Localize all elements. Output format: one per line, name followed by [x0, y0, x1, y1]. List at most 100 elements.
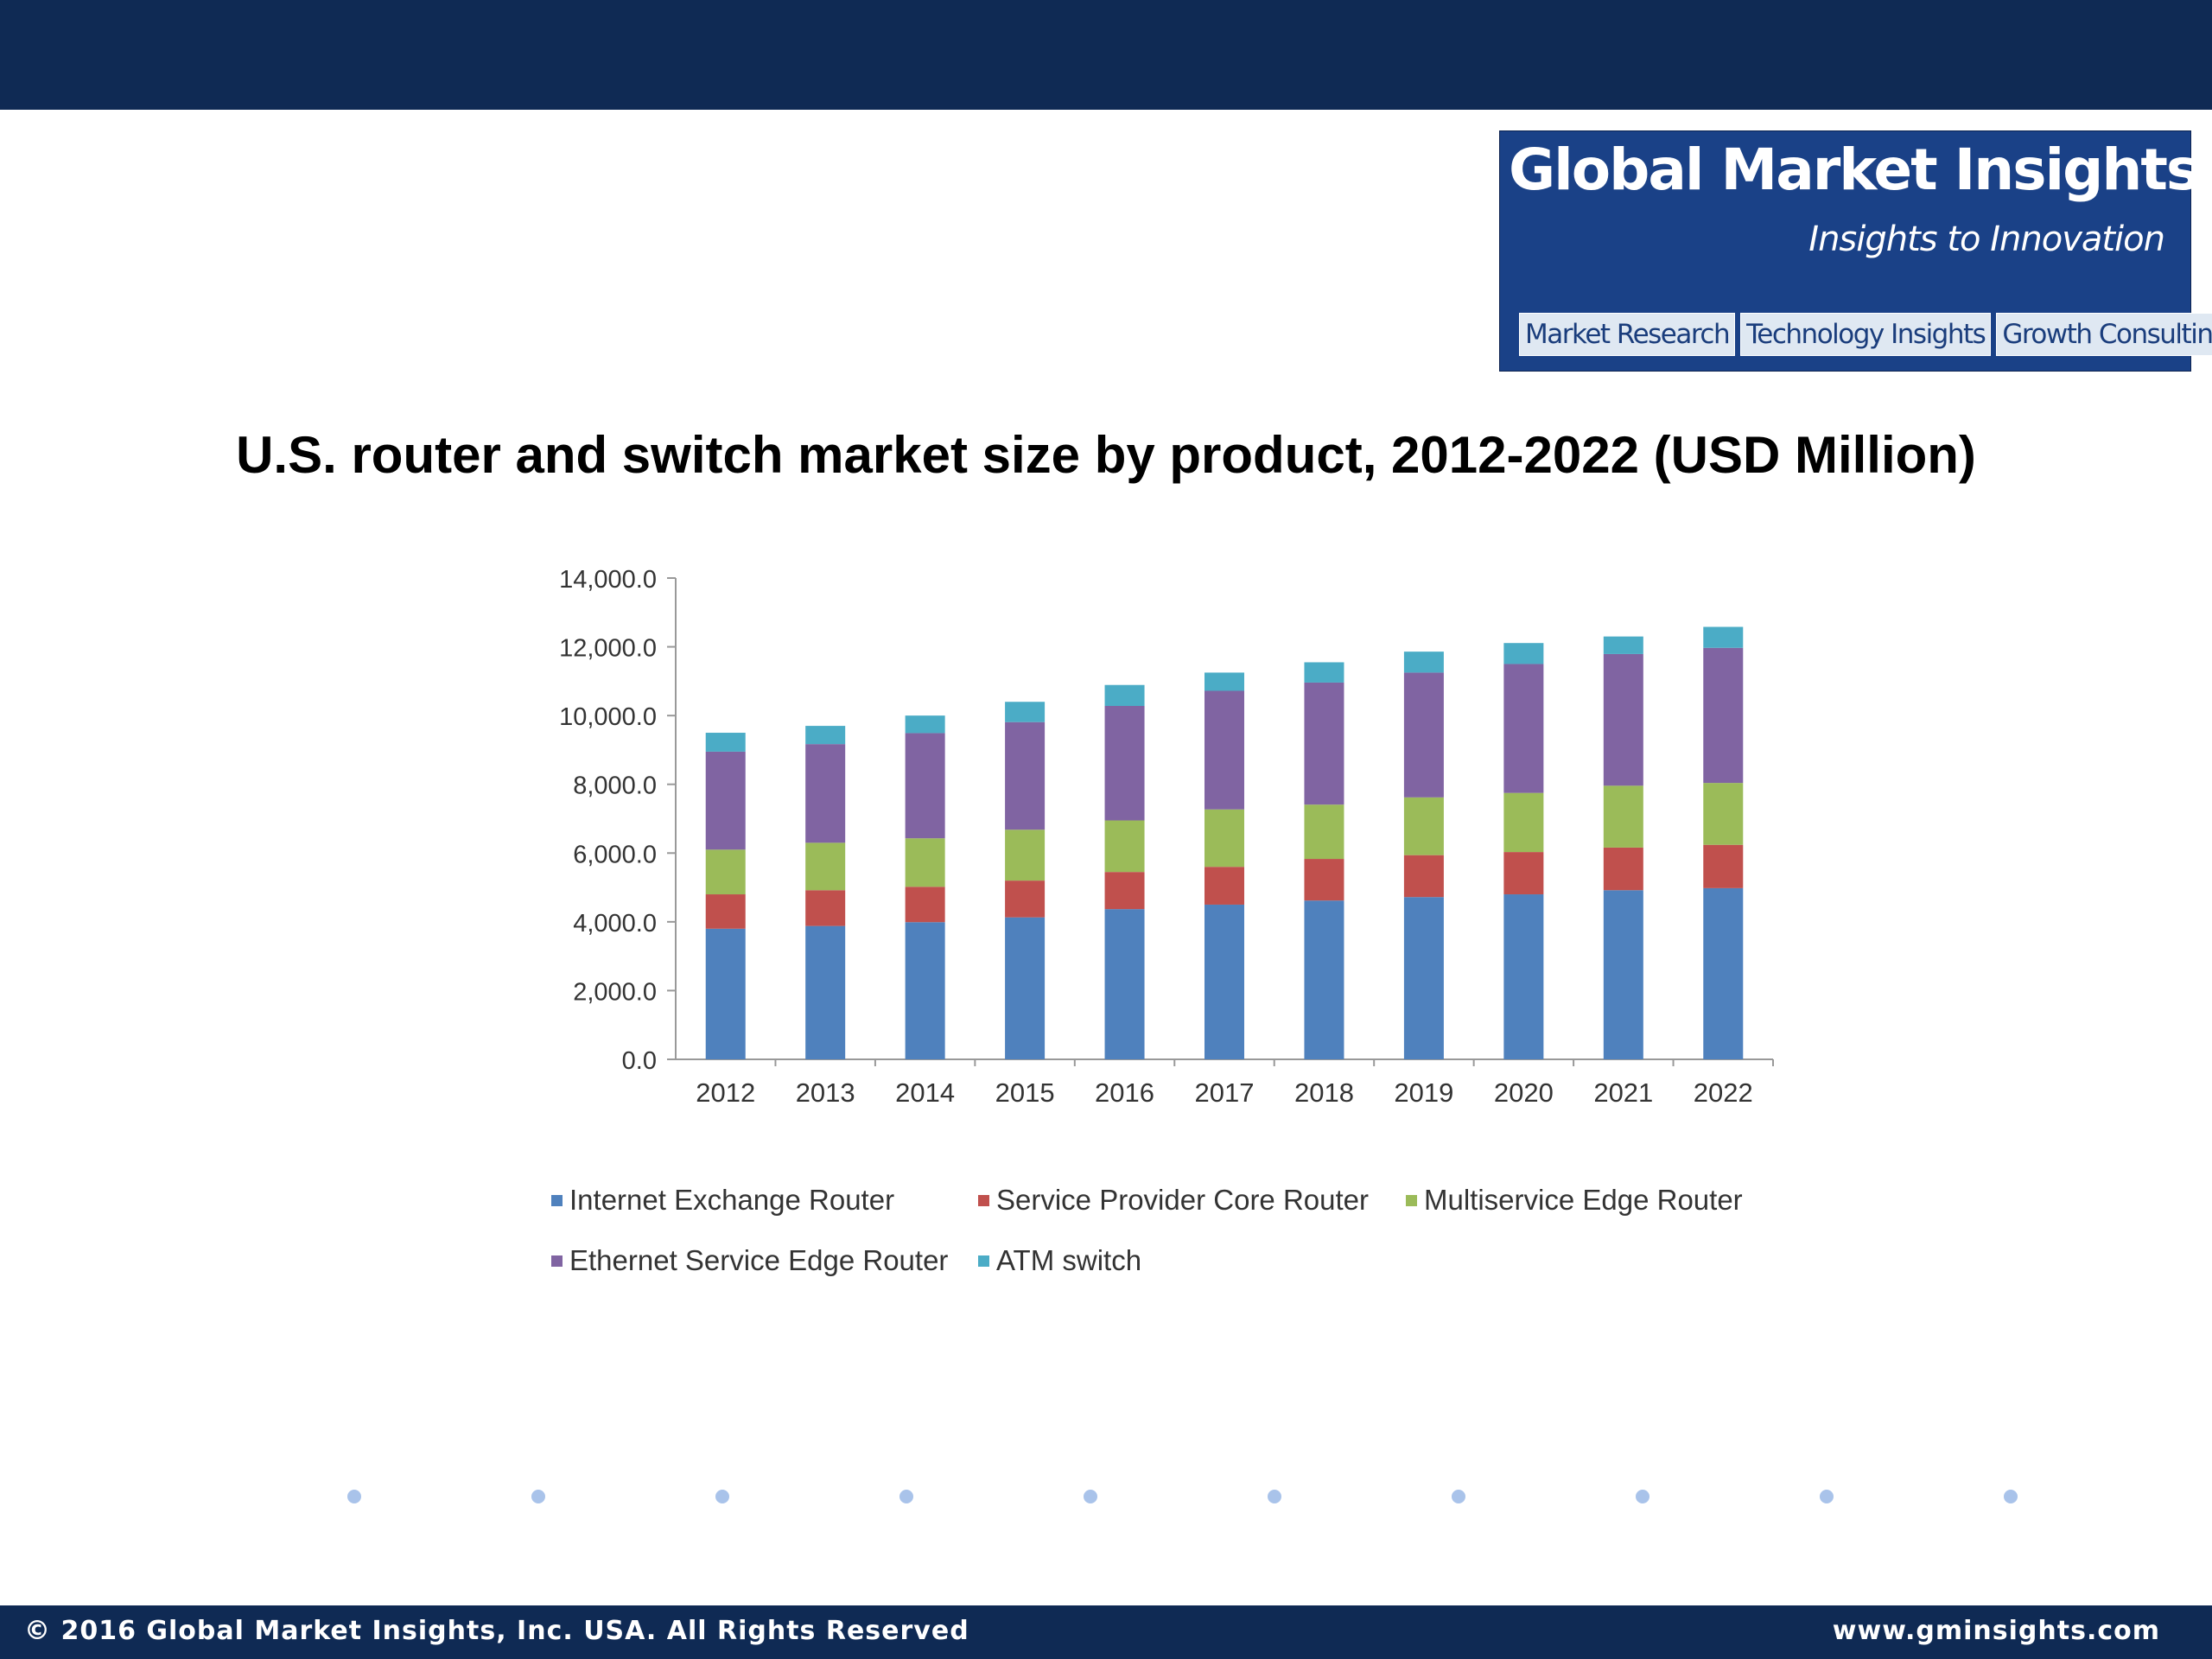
- x-tick-label: 2012: [696, 1077, 755, 1108]
- bar-segment: [1403, 855, 1444, 898]
- bar-segment: [1005, 702, 1046, 722]
- bar-segment: [1005, 830, 1046, 881]
- slide-decoration-dots: [0, 1490, 2212, 1507]
- decoration-dot: [531, 1490, 545, 1503]
- bar-segment: [705, 894, 746, 929]
- legend-swatch: [978, 1194, 989, 1206]
- bar-segment: [805, 744, 846, 843]
- x-tick-label: 2021: [1593, 1077, 1653, 1108]
- footer-bar: © 2016 Global Market Insights, Inc. USA.…: [0, 1605, 2212, 1659]
- bar-segment: [905, 733, 945, 839]
- decoration-dot: [715, 1490, 729, 1503]
- logo-tab-growth-consulting: Growth Consulting: [1996, 313, 2212, 356]
- bar-segment: [1104, 684, 1145, 707]
- bar-segment: [1104, 820, 1145, 873]
- bar-segment: [905, 887, 945, 923]
- bar-segment: [1304, 859, 1344, 901]
- bar-segment: [805, 726, 846, 745]
- bar-segment: [1403, 672, 1444, 798]
- bar-segment: [1205, 672, 1244, 691]
- bar-segment: [1005, 721, 1046, 830]
- bar-segment: [1703, 844, 1744, 888]
- bar-segment: [1503, 643, 1544, 664]
- legend-swatch: [978, 1255, 989, 1267]
- bar-segment: [1104, 872, 1145, 910]
- logo-tab-market-research: Market Research: [1519, 313, 1736, 356]
- x-tick-label: 2016: [1095, 1077, 1154, 1108]
- legend-label: Service Provider Core Router: [996, 1184, 1369, 1216]
- bar-segment: [1703, 887, 1744, 1059]
- legend-item: ATM switch: [978, 1244, 1141, 1277]
- bar-segment: [1304, 662, 1344, 683]
- legend-item: Ethernet Service Edge Router: [551, 1244, 948, 1277]
- bar-segment: [905, 715, 945, 734]
- x-tick-label: 2022: [1694, 1077, 1753, 1108]
- top-header-bar: [0, 0, 2212, 110]
- decoration-dot: [1268, 1490, 1281, 1503]
- bar-segment: [905, 922, 945, 1059]
- y-tick-label: 4,000.0: [573, 910, 657, 938]
- bar-segment: [1403, 652, 1444, 673]
- bar-segment: [1703, 626, 1744, 648]
- bar-segment: [805, 925, 846, 1059]
- chart-legend: Internet Exchange Router Service Provider…: [529, 1166, 1764, 1286]
- y-tick-label: 10,000.0: [559, 703, 657, 731]
- bar-segment: [1104, 706, 1145, 821]
- bar-segment: [1104, 909, 1145, 1059]
- bar-segment: [705, 733, 746, 752]
- bar-segment: [805, 842, 846, 891]
- logo-tabs: Market Research Technology Insights Grow…: [1519, 313, 2212, 356]
- bar-segment: [1703, 647, 1744, 784]
- bar-segment: [905, 838, 945, 887]
- bar-segment: [1503, 894, 1544, 1059]
- bar-segment: [1005, 917, 1046, 1059]
- y-tick-label: 8,000.0: [573, 772, 657, 800]
- logo-tab-technology-insights: Technology Insights: [1740, 313, 1992, 356]
- chart-title: U.S. router and switch market size by pr…: [236, 426, 1976, 484]
- legend-swatch: [551, 1255, 563, 1267]
- bar-segment: [705, 928, 746, 1059]
- x-tick-label: 2013: [796, 1077, 855, 1108]
- decoration-dot: [2004, 1490, 2018, 1503]
- y-tick-label: 14,000.0: [559, 566, 657, 594]
- decoration-dot: [1636, 1490, 1649, 1503]
- bar-segment: [1703, 783, 1744, 845]
- legend-item: Multiservice Edge Router: [1406, 1184, 1743, 1217]
- decoration-dot: [1452, 1490, 1465, 1503]
- bar-segment: [1603, 636, 1643, 654]
- bar-segment: [1304, 804, 1344, 860]
- legend-swatch: [1406, 1194, 1417, 1206]
- legend-label: Multiservice Edge Router: [1424, 1184, 1743, 1216]
- decoration-dot: [1084, 1490, 1097, 1503]
- decoration-dot: [1820, 1490, 1834, 1503]
- bar-segment: [1603, 653, 1643, 786]
- legend-item: Internet Exchange Router: [551, 1184, 894, 1217]
- legend-item: Service Provider Core Router: [978, 1184, 1369, 1217]
- y-tick-label: 0.0: [622, 1047, 657, 1075]
- bar-segment: [1503, 852, 1544, 895]
- x-tick-label: 2014: [895, 1077, 955, 1108]
- bar-segment: [1205, 809, 1244, 868]
- decoration-dot: [347, 1490, 361, 1503]
- bar-segment: [805, 890, 846, 926]
- bar-segment: [1304, 900, 1344, 1059]
- bar-segment: [1205, 690, 1244, 810]
- bar-segment: [1603, 847, 1643, 891]
- decoration-dot: [899, 1490, 913, 1503]
- bar-segment: [1205, 904, 1244, 1059]
- bar-segment: [705, 751, 746, 850]
- x-tick-label: 2020: [1494, 1077, 1554, 1108]
- bar-segment: [1205, 867, 1244, 905]
- x-tick-label: 2017: [1195, 1077, 1255, 1108]
- company-logo: Global Market Insights Insights to Innov…: [1499, 130, 2212, 372]
- logo-title: Global Market Insights: [1509, 137, 2200, 203]
- bar-segment: [705, 849, 746, 895]
- y-tick-label: 12,000.0: [559, 635, 657, 663]
- legend-label: Internet Exchange Router: [569, 1184, 895, 1216]
- legend-label: ATM switch: [996, 1244, 1142, 1276]
- footer-copyright: © 2016 Global Market Insights, Inc. USA.…: [24, 1616, 969, 1646]
- x-tick-label: 2018: [1294, 1077, 1354, 1108]
- bar-segment: [1503, 664, 1544, 793]
- bar-segment: [1403, 797, 1444, 855]
